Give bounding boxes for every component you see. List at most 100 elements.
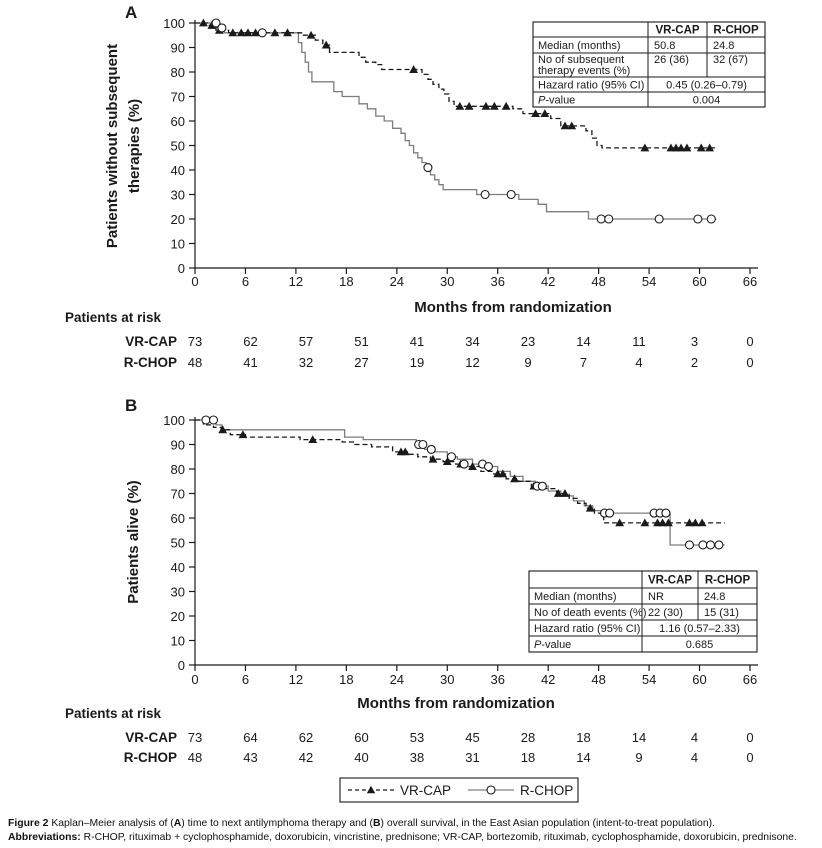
- legend-circle-marker: [486, 785, 496, 795]
- y-tick-label: 10: [171, 237, 185, 252]
- at-risk-title: Patients at risk: [65, 706, 162, 721]
- x-tick-label: 24: [390, 672, 404, 687]
- at-risk-count: 73: [188, 730, 202, 745]
- triangle-censor-marker: [442, 457, 452, 466]
- at-risk-count: 12: [465, 355, 479, 370]
- y-tick-label: 20: [171, 212, 185, 227]
- at-risk-count: 32: [299, 355, 313, 370]
- at-risk-count: 42: [299, 750, 313, 765]
- km-curve-r-chop: [195, 22, 717, 220]
- legend-label: VR-CAP: [400, 783, 451, 798]
- y-tick-label: 60: [171, 511, 185, 526]
- at-risk-count: 9: [524, 355, 531, 370]
- figure-abbreviations: Abbreviations: R-CHOP, rituximab + cyclo…: [8, 831, 818, 845]
- at-risk-count: 40: [354, 750, 368, 765]
- y-tick-label: 70: [171, 90, 185, 105]
- x-tick-label: 12: [289, 274, 303, 289]
- at-risk-row-label: VR-CAP: [125, 730, 177, 745]
- x-tick-label: 54: [642, 274, 656, 289]
- triangle-censor-marker: [498, 469, 508, 478]
- triangle-censor-marker: [697, 518, 707, 527]
- y-tick-label: 0: [178, 658, 185, 673]
- circle-censor-marker: [426, 444, 436, 454]
- at-risk-count: 19: [410, 355, 424, 370]
- at-risk-row-label: R-CHOP: [124, 355, 177, 370]
- at-risk-count: 62: [299, 730, 313, 745]
- at-risk-count: 41: [410, 334, 424, 349]
- x-tick-label: 30: [440, 274, 454, 289]
- circle-censor-marker: [706, 214, 716, 224]
- circle-censor-marker: [217, 23, 227, 33]
- x-tick-label: 48: [591, 274, 605, 289]
- x-tick-label: 18: [339, 274, 353, 289]
- triangle-censor-marker: [400, 447, 410, 456]
- y-tick-label: 70: [171, 487, 185, 502]
- at-risk-count: 31: [465, 750, 479, 765]
- at-risk-count: 62: [243, 334, 257, 349]
- triangle-censor-marker: [218, 425, 228, 434]
- y-tick-label: 100: [163, 16, 185, 31]
- legend: VR-CAP R-CHOP: [339, 777, 579, 803]
- caption-segment: Abbreviations:: [8, 831, 84, 843]
- figure-captions: Figure 2 Kaplan–Meier analysis of (A) ti…: [8, 817, 818, 844]
- circle-censor-marker: [705, 540, 716, 550]
- stats-row-label: No of subsequent: [538, 54, 624, 66]
- triangle-censor-marker: [428, 454, 438, 463]
- x-tick-label: 12: [289, 672, 303, 687]
- triangle-censor-marker: [640, 518, 650, 527]
- at-risk-count: 0: [746, 750, 753, 765]
- at-risk-count: 41: [243, 355, 257, 370]
- stats-col-header: R-CHOP: [713, 25, 759, 37]
- circle-censor-marker: [693, 214, 703, 224]
- stats-table-border: [528, 570, 758, 653]
- triangle-censor-marker: [690, 518, 700, 527]
- at-risk-count: 28: [521, 730, 535, 745]
- triangle-censor-marker: [696, 143, 706, 152]
- x-tick-label: 42: [541, 672, 555, 687]
- circle-censor-marker: [698, 540, 708, 550]
- axes: [189, 20, 758, 274]
- circle-censor-marker: [211, 18, 221, 28]
- panel-letter: A: [125, 3, 137, 22]
- stats-cell-span: 1.16 (0.57–2.33): [659, 623, 740, 635]
- y-axis-title: therapies (%): [126, 99, 143, 193]
- x-tick-label: 0: [191, 672, 198, 687]
- at-risk-count: 48: [188, 750, 202, 765]
- censor-marks-r-chop: [201, 415, 724, 550]
- x-tick-label: 66: [743, 274, 757, 289]
- x-tick-label: 66: [743, 672, 757, 687]
- at-risk-count: 64: [243, 730, 257, 745]
- at-risk-count: 73: [188, 334, 202, 349]
- circle-censor-marker: [446, 452, 457, 462]
- stats-row-label: No of death events (%): [534, 607, 647, 619]
- y-tick-label: 50: [171, 536, 185, 551]
- y-tick-label: 10: [171, 634, 185, 649]
- at-risk-count: 11: [632, 334, 646, 349]
- triangle-censor-marker: [658, 518, 667, 527]
- x-tick-label: 36: [490, 274, 504, 289]
- stats-row-label: Hazard ratio (95% CI): [538, 80, 644, 92]
- legend-box: [339, 777, 579, 803]
- figure-caption: Figure 2 Kaplan–Meier analysis of (A) ti…: [8, 817, 818, 831]
- stats-cell: NR: [648, 591, 664, 603]
- y-tick-label: 90: [171, 41, 185, 56]
- caption-segment: Kaplan–Meier analysis of (: [51, 818, 174, 829]
- caption-segment: R-CHOP, rituximab + cyclophosphamide, do…: [83, 831, 797, 843]
- at-risk-count: 27: [354, 355, 368, 370]
- triangle-censor-marker: [664, 518, 673, 527]
- stats-col-header: R-CHOP: [705, 575, 751, 587]
- stats-row-label: Median (months): [534, 591, 617, 603]
- y-tick-label: 50: [171, 139, 185, 154]
- triangle-censor-marker: [243, 28, 253, 37]
- triangle-censor-marker: [489, 101, 499, 110]
- triangle-censor-marker: [481, 101, 491, 110]
- y-tick-label: 60: [171, 114, 185, 129]
- at-risk-count: 9: [635, 750, 642, 765]
- at-risk-count: 7: [580, 355, 587, 370]
- at-risk-count: 0: [746, 334, 753, 349]
- circle-censor-marker: [459, 459, 469, 469]
- censor-marks-vr-cap: [218, 425, 707, 527]
- at-risk-count: 14: [576, 750, 590, 765]
